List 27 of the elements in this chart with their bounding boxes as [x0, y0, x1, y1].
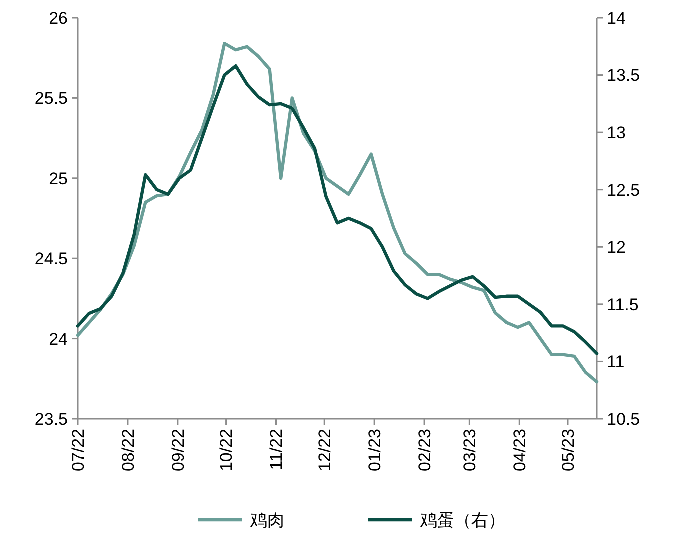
- x-tick-label: 12/22: [316, 429, 335, 472]
- x-tick-label: 03/23: [460, 429, 480, 472]
- x-tick-label: 08/22: [118, 429, 138, 472]
- x-tick-label: 10/22: [217, 429, 236, 472]
- x-tick-label: 11/22: [267, 429, 286, 470]
- y2-tick-label: 11.5: [607, 295, 639, 314]
- x-tick-label: 07/22: [68, 429, 88, 472]
- y2-tick-label: 12: [607, 238, 626, 258]
- y2-tick-label: 12.5: [607, 180, 640, 200]
- y-tick-label: 24: [49, 330, 68, 349]
- y-tick-label: 26: [49, 8, 68, 28]
- legend-label: 鸡肉: [250, 510, 284, 530]
- y2-tick-label: 13.5: [607, 66, 640, 86]
- y2-tick-label: 13: [607, 124, 626, 143]
- x-tick-label: 09/22: [168, 429, 188, 472]
- x-tick-label: 01/23: [366, 429, 385, 472]
- y-tick-label: 24.5: [34, 250, 68, 269]
- y2-tick-label: 14: [607, 8, 626, 28]
- x-tick-label: 05/23: [558, 429, 578, 472]
- y2-tick-label: 11: [607, 352, 625, 372]
- x-tick-label: 04/23: [510, 429, 530, 472]
- x-tick-label: 02/23: [415, 429, 434, 472]
- legend-label: 鸡蛋（右）: [420, 510, 506, 530]
- y-tick-label: 25: [49, 169, 68, 188]
- y2-tick-label: 10.5: [607, 410, 640, 429]
- y-tick-label: 23.5: [34, 410, 68, 429]
- y-tick-label: 25.5: [34, 89, 68, 108]
